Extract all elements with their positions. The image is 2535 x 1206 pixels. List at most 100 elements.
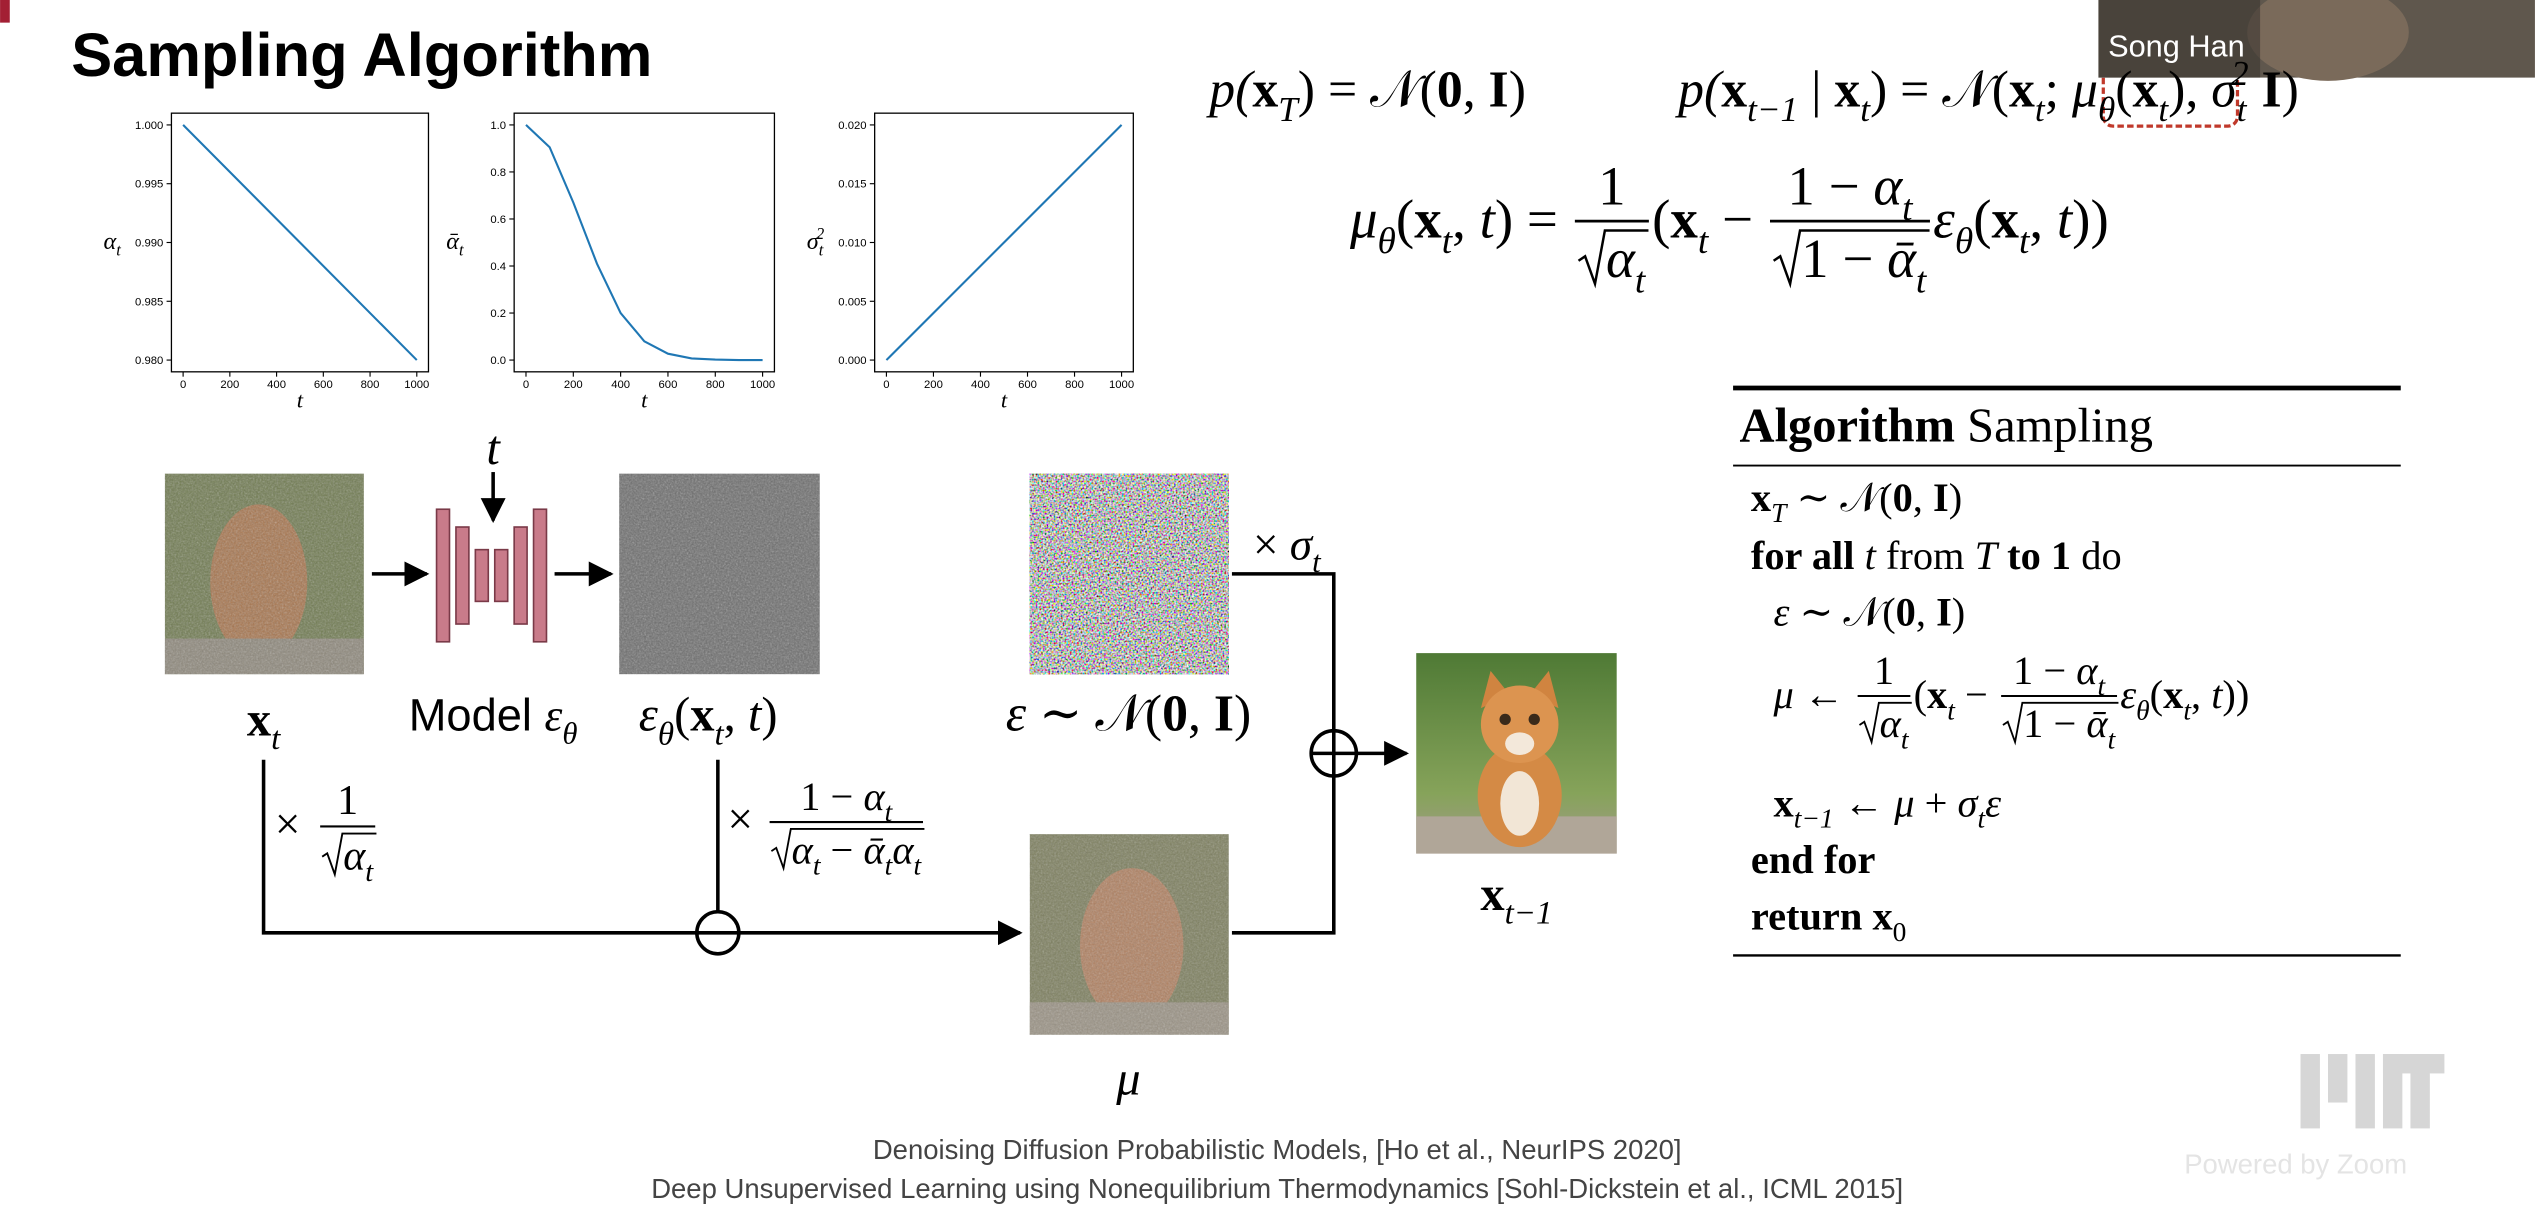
highlight-box xyxy=(2101,63,2240,128)
equation: p(xT) = 𝒩(0, I) xyxy=(1205,62,1526,129)
math-part: − xyxy=(1955,672,1998,717)
algorithm-line: for all t from T to 1 do xyxy=(1751,533,2122,578)
math-part: x xyxy=(1252,62,1278,119)
numerator: 1 xyxy=(1874,648,1894,693)
data-line xyxy=(525,124,763,362)
math-text: εθ(xt, t)) xyxy=(1933,189,2109,262)
gaussian-noise xyxy=(1029,473,1229,675)
x-tick-label: 1000 xyxy=(750,379,775,391)
math-part: μ xyxy=(1773,672,1794,717)
math-part: x xyxy=(1670,189,1698,250)
x-tick-label: 800 xyxy=(1065,379,1084,391)
math-part: Model xyxy=(409,690,545,741)
x-tick-label: 600 xyxy=(1018,379,1037,391)
reference: Deep Unsupervised Learning using Nonequi… xyxy=(651,1173,1903,1204)
denominator: αt xyxy=(1880,701,1910,754)
math-part: p( xyxy=(1674,62,1724,119)
x-tick-label: 0 xyxy=(180,379,186,391)
math-part: t xyxy=(2108,724,2117,754)
math-part: t xyxy=(1860,90,1871,129)
math-part: σ xyxy=(1958,780,1980,825)
x-tick-label: 800 xyxy=(361,379,380,391)
math-part: t xyxy=(2158,90,2169,129)
math-text: μθ(xt, t) = xyxy=(1349,189,1572,262)
math-part: α xyxy=(892,827,914,872)
math-part: ) xyxy=(1949,475,1962,520)
math-part: ) xyxy=(761,689,777,742)
math-part: I xyxy=(1489,62,1509,119)
math-part: I xyxy=(1214,686,1234,743)
denominator: αt − ᾱtαt xyxy=(792,827,923,880)
slide-title: Sampling Algorithm xyxy=(71,21,652,90)
math-part: α xyxy=(343,833,366,879)
math-part: t xyxy=(1916,261,1928,302)
speaker-name: Song Han xyxy=(2108,29,2245,64)
noisy-image xyxy=(164,473,364,675)
math-part: 1 − xyxy=(800,774,863,819)
math-part: ) xyxy=(1509,62,1526,119)
math-text: μ ← xyxy=(1773,672,1855,717)
math-part: θ xyxy=(562,716,577,750)
radical xyxy=(2002,701,2119,746)
math-part: t xyxy=(914,851,923,881)
denominator: 1 − ᾱt xyxy=(1801,228,1928,301)
math-part: x xyxy=(690,689,714,742)
radical xyxy=(1858,701,1912,746)
math-part: , xyxy=(1463,62,1489,119)
math-part: t xyxy=(1854,533,1885,578)
data-line xyxy=(885,124,1123,361)
math-part: ε xyxy=(639,689,659,742)
math-part: × xyxy=(1253,519,1290,569)
math-part: 0 xyxy=(1896,590,1916,635)
math-part: t xyxy=(2183,695,2192,725)
math-part: I xyxy=(1936,590,1952,635)
math-part: ) xyxy=(1234,686,1251,743)
math-part: t xyxy=(365,857,374,888)
plot-frame xyxy=(513,112,776,373)
math-part: t xyxy=(1312,545,1322,579)
math-part: from xyxy=(1886,533,1975,578)
watermark: Powered by Zoom xyxy=(2184,1149,2407,1180)
math-part: ) = xyxy=(1298,62,1370,119)
label: xt−1 xyxy=(1480,868,1552,932)
x-tick-label: 600 xyxy=(659,379,678,391)
y-tick-label: 0.020 xyxy=(838,120,866,132)
math-part: ( xyxy=(1882,590,1895,635)
math-part: t−1 xyxy=(1505,896,1553,932)
math-part: t xyxy=(714,716,724,752)
y-tick-label: 0.4 xyxy=(490,261,506,273)
clean-image xyxy=(1416,653,1617,854)
radical xyxy=(321,832,377,878)
math-part: t xyxy=(2097,671,2106,701)
math-part: , xyxy=(1188,686,1214,743)
algorithm-line: xt−1 ← μ + σtε xyxy=(1774,780,2002,833)
algorithm-line: xT ∼ 𝒩(0, I) xyxy=(1751,475,1962,528)
math-part: t xyxy=(1480,189,1497,250)
y-tick-label: 0.015 xyxy=(838,179,866,191)
math-part: θ xyxy=(2098,90,2115,129)
math-part: x xyxy=(1480,868,1504,921)
math-part: ← xyxy=(1794,672,1855,717)
math-part: 1 − xyxy=(2013,648,2076,693)
x-tick-label: 400 xyxy=(971,379,990,391)
math-part: ( xyxy=(1973,189,1991,250)
math-part: ← xyxy=(1834,780,1895,825)
math-part: 2 xyxy=(2231,54,2249,93)
x-tick-label: 1000 xyxy=(404,379,429,391)
math-part: 1 − xyxy=(1801,228,1887,289)
math-part: ( xyxy=(1992,62,2009,119)
math-part: x xyxy=(1872,894,1892,939)
numerator: 1 − αt xyxy=(800,774,893,827)
y-axis-label: ᾱt xyxy=(446,228,464,260)
math-part: | xyxy=(1798,62,1834,119)
math-part: t xyxy=(885,797,894,827)
label: xt xyxy=(247,694,281,758)
math-part: t xyxy=(459,241,464,260)
math-part: ( xyxy=(2115,62,2132,119)
y-tick-label: 0.2 xyxy=(490,308,506,320)
math-part: ( xyxy=(1396,189,1414,250)
math-part: α xyxy=(104,228,118,255)
math-part: t xyxy=(1698,221,1710,262)
